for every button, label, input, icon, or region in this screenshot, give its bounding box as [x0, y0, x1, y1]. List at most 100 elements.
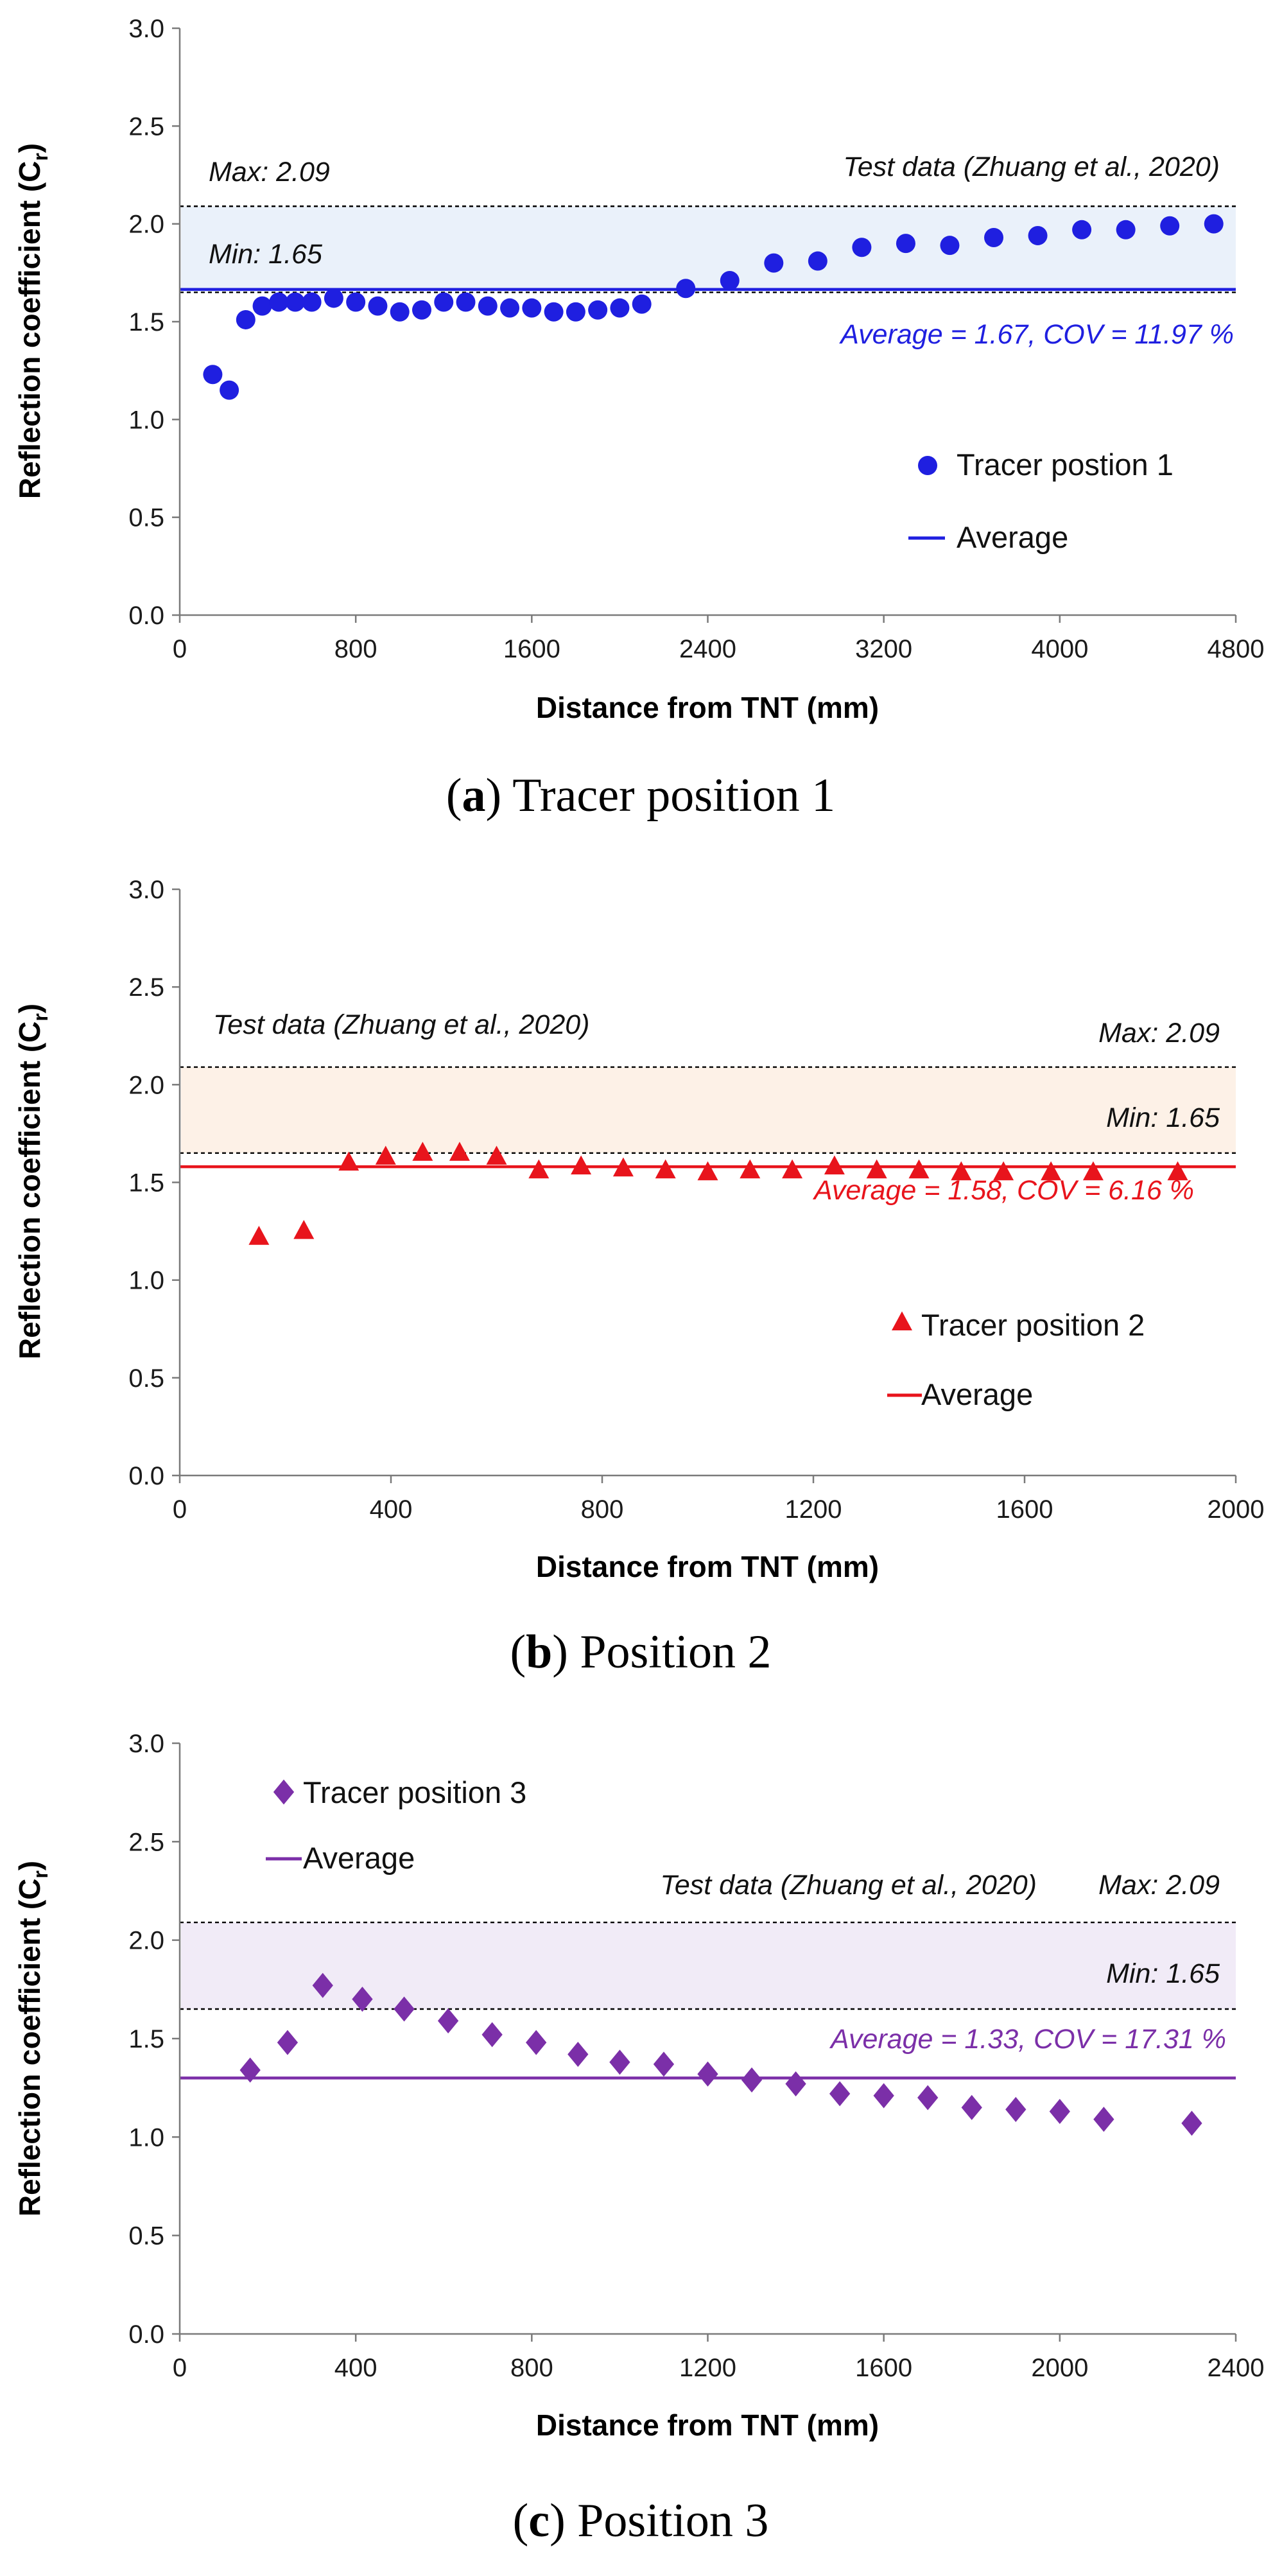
x-axis-title: Distance from TNT (mm) [536, 2408, 879, 2442]
x-tick-label: 4000 [1031, 635, 1088, 663]
y-tick-label: 2.5 [128, 1828, 164, 1856]
x-tick-label: 0 [173, 2354, 187, 2382]
data-point [873, 2083, 894, 2109]
x-tick-label: 1600 [996, 1495, 1053, 1524]
caption-close: ) [485, 769, 512, 822]
data-point [566, 302, 585, 322]
y-axis-title-close: ) [13, 143, 46, 153]
legend-average-label: Average [303, 1841, 415, 1875]
data-point [1116, 220, 1136, 239]
range-band [181, 206, 1236, 293]
test-data-label: Test data (Zhuang et al., 2020) [844, 152, 1220, 182]
data-point [522, 298, 542, 318]
y-axis-title-main: Reflection coefficient (C [13, 1879, 46, 2217]
stats-label: Average = 1.67, COV = 11.97 % [838, 319, 1234, 350]
x-tick-label: 2000 [1208, 1495, 1265, 1524]
panel-caption: (b) Position 2 [510, 1626, 771, 1678]
legend-series-label: Tracer position 3 [303, 1775, 526, 1809]
caption-letter: b [526, 1626, 552, 1678]
data-point [653, 2051, 675, 2077]
data-point [612, 1157, 634, 1177]
x-axis-title: Distance from TNT (mm) [536, 1550, 879, 1583]
min-label: Min: 1.65 [209, 239, 323, 270]
data-point [571, 1155, 592, 1175]
data-point [655, 1159, 676, 1179]
data-point [1005, 2096, 1026, 2122]
data-point [782, 1159, 803, 1179]
stats-label: Average = 1.33, COV = 17.31 % [829, 2024, 1226, 2055]
x-tick-label: 1600 [503, 635, 560, 663]
chart-panel-c: 0.0 0.5 1.0 1.5 2.0 2.5 3.0 0 400 800 1200 1600 2000… [13, 1730, 1264, 2547]
y-axis-title: Reflection coefficient (Cr) [13, 1861, 52, 2216]
data-point [1041, 1161, 1062, 1181]
y-tick-label: 3.0 [128, 876, 164, 904]
legend-marker [273, 1779, 295, 1805]
range-band [181, 1066, 1236, 1153]
data-point [1181, 2110, 1202, 2136]
data-point [239, 2057, 261, 2083]
y-tick-label: 0.5 [128, 1364, 164, 1393]
y-tick-label: 2.0 [128, 211, 164, 239]
data-point [1204, 214, 1224, 234]
data-point [478, 296, 498, 316]
data-point [375, 1145, 396, 1165]
data-point [252, 296, 272, 316]
x-tick-label: 1600 [855, 2354, 912, 2382]
y-tick-label: 2.5 [128, 973, 164, 1002]
data-point [203, 365, 223, 385]
data-point [1093, 2107, 1114, 2132]
y-axis-title-sub: r [29, 1870, 52, 1878]
y-tick-label: 1.0 [128, 1267, 164, 1295]
data-point [676, 279, 696, 299]
data-point [526, 2030, 547, 2055]
data-point [236, 309, 256, 329]
panel-caption: (c) Position 3 [513, 2494, 769, 2547]
data-point [481, 2022, 503, 2048]
data-point [866, 1159, 887, 1179]
y-tick-label: 3.0 [128, 1730, 164, 1758]
data-point [896, 234, 915, 254]
min-label: Min: 1.65 [1106, 1958, 1220, 1989]
x-tick-label: 1200 [785, 1495, 842, 1524]
data-point [368, 296, 388, 316]
data-point [993, 1161, 1014, 1181]
data-point [829, 2081, 851, 2107]
data-point [1082, 1161, 1104, 1181]
data-point [312, 1972, 333, 1998]
y-tick-label: 0.0 [128, 2320, 164, 2349]
data-point [486, 1145, 507, 1165]
x-tick-label: 2400 [1208, 2354, 1265, 2382]
y-tick-label: 2.5 [128, 112, 164, 141]
y-tick-label: 1.5 [128, 1169, 164, 1197]
data-point [293, 1219, 315, 1239]
legend-average-label: Average [957, 520, 1068, 554]
y-tick-label: 1.5 [128, 308, 164, 336]
x-tick-label: 400 [334, 2354, 377, 2382]
data-point [740, 1159, 761, 1179]
x-tick-label: 800 [581, 1495, 624, 1524]
y-axis-title-close: ) [13, 1861, 46, 1870]
data-point [390, 302, 410, 322]
caption-close: ) [550, 2494, 577, 2547]
chart-panel-a: 0.0 0.5 1.0 1.5 2.0 2.5 3.0 0 800 1600 2400 3200 400… [13, 15, 1264, 822]
y-tick-label: 0.5 [128, 2222, 164, 2250]
caption-open: ( [510, 1626, 526, 1678]
data-point [567, 2041, 589, 2067]
data-point [456, 292, 476, 312]
data-point [632, 294, 652, 314]
data-point [437, 2008, 459, 2033]
y-tick-label: 0.0 [128, 602, 164, 630]
data-point [434, 292, 454, 312]
x-tick-label: 800 [510, 2354, 553, 2382]
data-point [1167, 1161, 1188, 1181]
data-point [220, 380, 239, 400]
y-axis-title: Reflection coefficient (Cr) [13, 1004, 52, 1359]
data-point [1028, 225, 1048, 245]
y-axis-title-close: ) [13, 1004, 46, 1013]
data-point [412, 1142, 433, 1161]
data-point [346, 292, 366, 312]
data-point [528, 1159, 550, 1179]
x-tick-label: 0 [173, 635, 187, 663]
x-tick-label: 4800 [1208, 635, 1265, 663]
